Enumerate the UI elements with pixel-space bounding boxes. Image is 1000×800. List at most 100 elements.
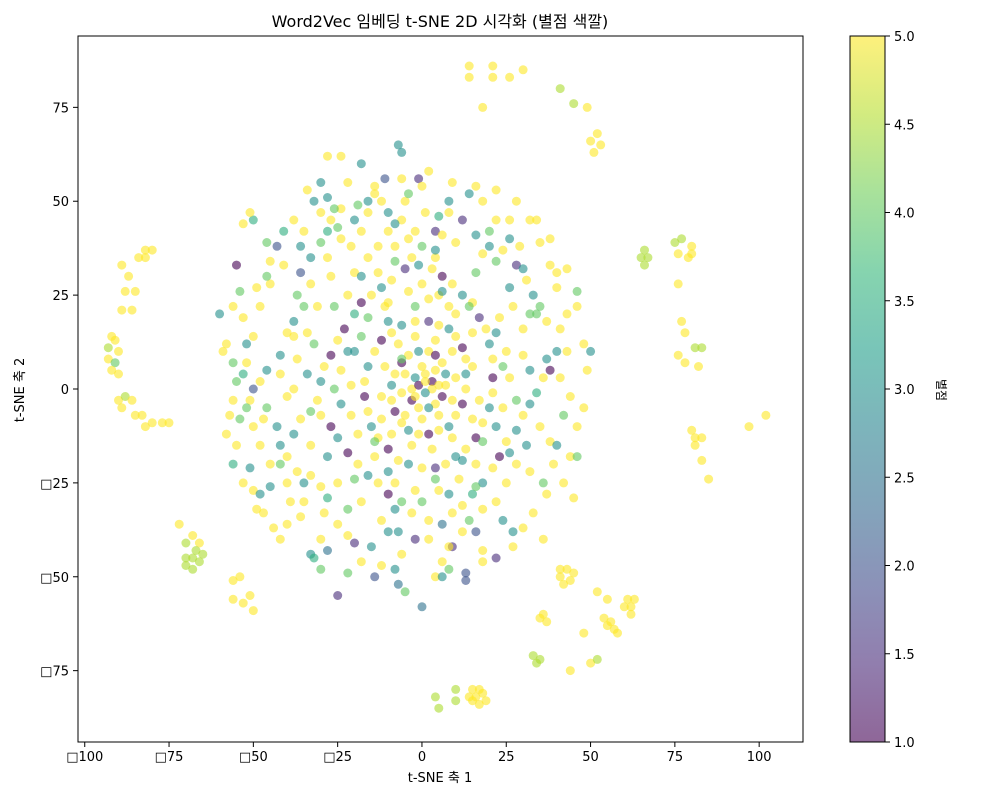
data-point bbox=[282, 392, 292, 401]
data-point bbox=[164, 418, 174, 428]
data-point bbox=[508, 301, 518, 311]
data-point bbox=[498, 403, 508, 413]
data-point bbox=[468, 489, 477, 499]
data-point bbox=[464, 515, 474, 525]
data-point bbox=[430, 399, 440, 409]
data-point bbox=[248, 422, 258, 432]
data-point bbox=[572, 452, 582, 462]
data-point bbox=[390, 478, 400, 488]
data-point bbox=[640, 245, 649, 255]
data-point bbox=[434, 703, 444, 713]
data-point bbox=[272, 422, 282, 432]
data-point bbox=[282, 478, 292, 488]
data-point bbox=[471, 181, 481, 191]
data-point bbox=[579, 403, 589, 413]
data-point bbox=[596, 140, 606, 150]
colorbar-label: 별점 bbox=[934, 379, 948, 401]
data-point bbox=[441, 369, 451, 379]
data-point bbox=[387, 328, 397, 338]
data-point bbox=[424, 166, 434, 176]
data-point bbox=[535, 422, 545, 432]
data-point bbox=[511, 459, 521, 469]
y-tick-label: 50 bbox=[52, 195, 69, 210]
data-point bbox=[366, 542, 376, 552]
data-point bbox=[181, 553, 191, 563]
data-point bbox=[677, 234, 687, 244]
data-point bbox=[333, 519, 343, 529]
data-point bbox=[673, 249, 683, 259]
data-point bbox=[366, 422, 376, 432]
data-point bbox=[434, 485, 444, 495]
data-point bbox=[404, 189, 413, 199]
data-point bbox=[528, 651, 538, 661]
data-point bbox=[269, 523, 279, 533]
data-point bbox=[515, 241, 525, 251]
data-point bbox=[336, 234, 346, 244]
data-point bbox=[316, 377, 326, 386]
data-point bbox=[461, 576, 471, 585]
data-point bbox=[393, 140, 403, 150]
data-point bbox=[356, 226, 366, 236]
data-point bbox=[626, 609, 636, 619]
data-point bbox=[302, 185, 312, 195]
data-point bbox=[478, 504, 488, 514]
data-point bbox=[140, 245, 150, 255]
data-point bbox=[569, 99, 579, 109]
y-axis-label: t-SNE 축 2 bbox=[13, 358, 28, 422]
data-point bbox=[434, 320, 444, 330]
data-point bbox=[228, 395, 238, 405]
y-tick-label: □75 bbox=[40, 665, 69, 680]
data-point bbox=[484, 339, 494, 349]
data-point bbox=[377, 196, 386, 206]
data-point bbox=[444, 542, 454, 552]
data-point bbox=[181, 561, 191, 570]
data-point bbox=[447, 346, 457, 356]
data-point bbox=[427, 377, 437, 386]
data-point bbox=[704, 474, 714, 484]
data-point bbox=[272, 241, 282, 251]
data-point bbox=[501, 478, 511, 488]
data-point bbox=[245, 591, 255, 600]
data-point bbox=[390, 219, 400, 229]
data-point bbox=[228, 594, 238, 604]
data-point bbox=[478, 418, 488, 428]
data-point bbox=[393, 527, 403, 537]
data-point bbox=[323, 151, 332, 161]
data-point bbox=[228, 301, 238, 311]
data-point bbox=[410, 392, 420, 401]
data-point bbox=[188, 531, 198, 540]
data-point bbox=[582, 102, 592, 112]
data-point bbox=[329, 301, 339, 311]
data-point bbox=[468, 362, 477, 371]
data-point bbox=[110, 358, 120, 368]
data-point bbox=[117, 403, 127, 413]
data-point bbox=[602, 594, 612, 604]
data-point bbox=[410, 534, 420, 544]
data-point bbox=[228, 576, 238, 585]
data-point bbox=[528, 508, 538, 518]
y-tick-label: 0 bbox=[61, 383, 69, 398]
data-point bbox=[221, 429, 231, 439]
data-point bbox=[457, 215, 467, 225]
data-point bbox=[434, 211, 444, 221]
data-point bbox=[491, 215, 501, 225]
data-point bbox=[498, 362, 508, 371]
data-point bbox=[420, 369, 430, 379]
data-point bbox=[457, 399, 467, 409]
data-point bbox=[360, 377, 370, 386]
data-point bbox=[383, 444, 393, 454]
data-point bbox=[538, 534, 548, 544]
data-point bbox=[181, 538, 191, 548]
data-point bbox=[383, 527, 393, 537]
data-point bbox=[289, 429, 299, 439]
data-point bbox=[508, 542, 518, 552]
data-point bbox=[302, 369, 312, 379]
x-tick-label: □50 bbox=[239, 750, 268, 765]
data-point bbox=[552, 440, 562, 450]
data-point bbox=[309, 339, 319, 349]
data-point bbox=[430, 350, 440, 360]
data-point bbox=[434, 425, 444, 435]
data-point bbox=[329, 384, 339, 394]
data-point bbox=[393, 455, 403, 465]
